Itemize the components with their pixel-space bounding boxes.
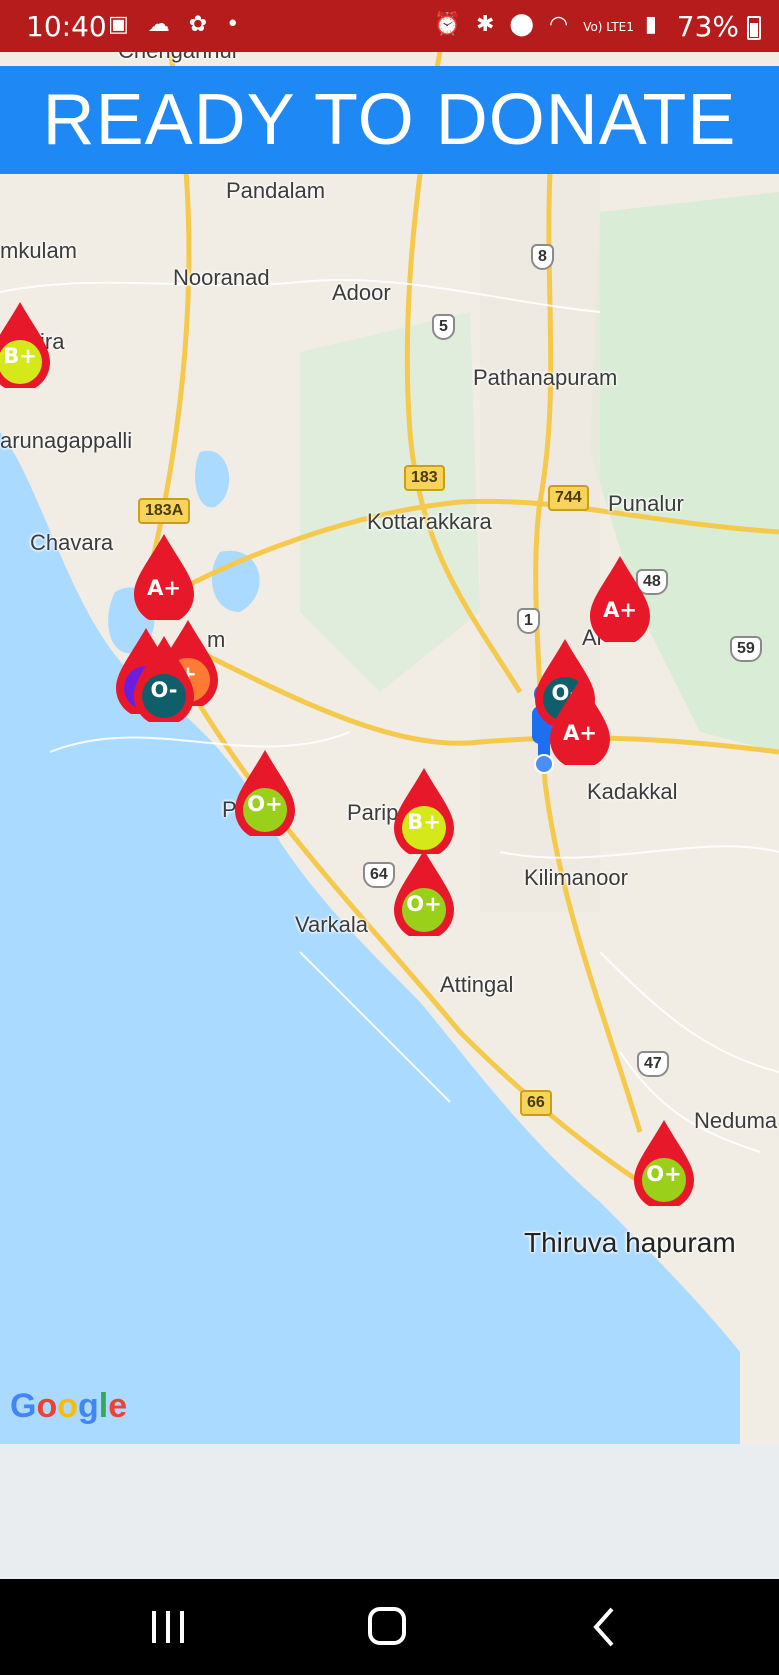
logo-letter: e xyxy=(108,1387,128,1425)
logo-letter: o xyxy=(57,1387,79,1425)
place-parippally: Parip xyxy=(347,800,399,825)
donor-marker-o-plus[interactable]: O+ xyxy=(632,1118,696,1206)
logo-letter: g xyxy=(78,1387,99,1425)
donor-marker-o-plus[interactable]: O+ xyxy=(392,848,456,936)
donor-marker-label: B+ xyxy=(3,344,37,368)
donor-marker-label: O+ xyxy=(406,892,442,916)
donor-marker-label: B+ xyxy=(407,810,441,834)
donor-marker-a-plus[interactable]: A+ xyxy=(588,554,652,642)
route-shield-1: 1 xyxy=(517,608,540,634)
place-nedumangad: Neduma xyxy=(694,1108,778,1133)
place-kollam: m xyxy=(207,627,226,652)
route-shield-183a: 183A xyxy=(138,498,191,524)
donor-marker-b-plus[interactable]: B+ xyxy=(0,300,52,388)
donor-marker-label: O+ xyxy=(247,792,283,816)
place-kayamkulam: mkulam xyxy=(0,238,78,263)
donor-marker-a-plus[interactable]: A+ xyxy=(132,532,196,620)
route-shield-64: 64 xyxy=(363,862,395,888)
place-pathanapuram: Pathanapuram xyxy=(473,365,618,390)
google-logo: Google xyxy=(10,1387,127,1426)
donor-marker-label: A+ xyxy=(563,721,597,745)
place-kilimanoor: Kilimanoor xyxy=(524,865,628,890)
back-icon xyxy=(593,1607,614,1647)
map-view[interactable]: Chengannur Pandalam mkulam Nooranad Adoo… xyxy=(0,52,779,1444)
donor-marker-label: A+ xyxy=(147,576,181,600)
donor-marker-o-minus[interactable]: O- xyxy=(132,634,196,722)
place-chavara: Chavara xyxy=(30,530,114,555)
place-karunagappalli: arunagappalli xyxy=(0,428,133,453)
route-shield-183: 183 xyxy=(404,465,445,491)
notification-icons: ▣ ☁ ✿ • xyxy=(108,12,246,37)
logo-letter: G xyxy=(10,1387,37,1425)
place-nooranad: Nooranad xyxy=(173,265,270,290)
route-shield-744: 744 xyxy=(548,485,589,511)
donor-marker-label: O+ xyxy=(646,1162,682,1186)
navigation-bar xyxy=(0,1579,779,1675)
battery-percent: 73% xyxy=(676,10,739,43)
system-icons: ⏰ ✱ ⬤ ◠ Vo) LTE1 ▮ xyxy=(433,12,661,37)
home-button[interactable] xyxy=(358,1601,418,1653)
route-shield-5: 5 xyxy=(432,314,455,340)
route-shield-8: 8 xyxy=(531,244,554,270)
place-adoor: Adoor xyxy=(332,280,391,305)
route-shield-66: 66 xyxy=(520,1090,552,1116)
recent-apps-icon xyxy=(152,1611,184,1643)
donor-marker-a-plus[interactable]: A+ xyxy=(548,677,612,765)
donor-marker-o-plus[interactable]: O+ xyxy=(233,748,297,836)
back-button[interactable] xyxy=(578,1601,638,1653)
status-bar: 10:40 ▣ ☁ ✿ • ⏰ ✱ ⬤ ◠ Vo) LTE1 ▮ 73% xyxy=(0,0,779,52)
donor-marker-label: A+ xyxy=(603,598,637,622)
place-kottarakkara: Kottarakkara xyxy=(367,509,492,534)
route-shield-47: 47 xyxy=(637,1051,669,1077)
place-attingal: Attingal xyxy=(440,972,514,997)
network-label: Vo) LTE1 xyxy=(583,20,634,34)
place-chengannur: Chengannur xyxy=(118,52,239,64)
clock: 10:40 xyxy=(26,10,107,43)
battery-icon xyxy=(747,16,761,40)
place-thiruvananthapuram: Thiruva hapuram xyxy=(524,1227,736,1258)
home-icon xyxy=(368,1607,406,1645)
logo-letter: l xyxy=(98,1387,109,1425)
page-title: READY TO DONATE xyxy=(0,66,779,174)
logo-letter: o xyxy=(36,1387,58,1425)
recent-apps-button[interactable] xyxy=(138,1601,198,1653)
place-varkala: Varkala xyxy=(295,912,368,937)
route-shield-59: 59 xyxy=(730,636,762,662)
donor-marker-label: O- xyxy=(150,678,178,702)
route-shield-48: 48 xyxy=(636,569,668,595)
place-kadakkal: Kadakkal xyxy=(587,779,678,804)
place-pandalam: Pandalam xyxy=(226,178,326,203)
donor-marker-b-plus[interactable]: B+ xyxy=(392,766,456,854)
bottom-panel xyxy=(0,1444,779,1579)
place-punalur: Punalur xyxy=(608,491,684,516)
